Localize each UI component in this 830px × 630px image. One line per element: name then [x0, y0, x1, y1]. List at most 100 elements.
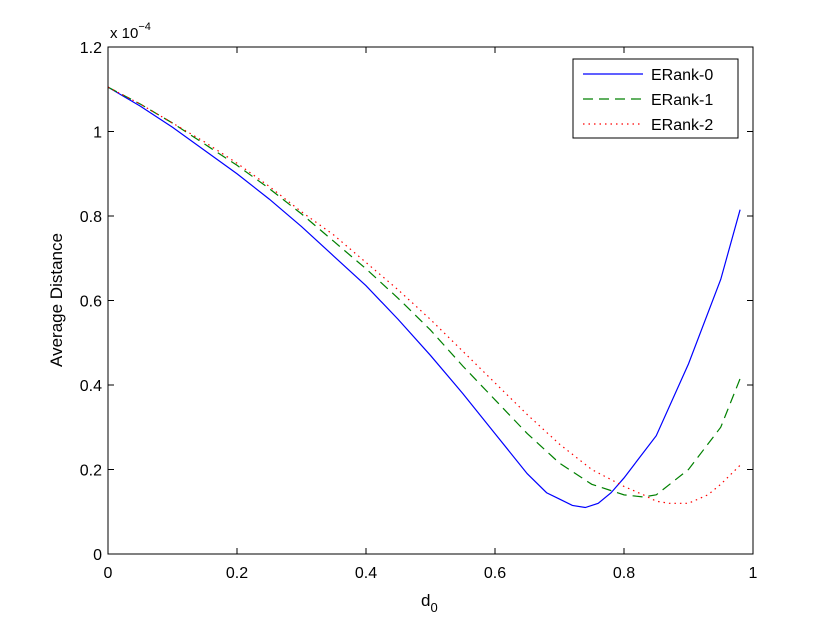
data-point	[611, 490, 612, 491]
x-tick-label: 0.8	[613, 565, 635, 582]
data-point	[688, 503, 689, 504]
data-point	[591, 469, 592, 470]
series-line-0	[107, 86, 741, 509]
data-point	[707, 494, 708, 495]
data-point	[140, 103, 141, 104]
legend-label: ERank-2	[651, 117, 713, 134]
data-point	[546, 492, 547, 493]
data-point	[430, 319, 431, 320]
data-point	[430, 355, 431, 356]
data-point	[740, 209, 741, 210]
data-point	[398, 319, 399, 320]
x-axis-label: d0	[421, 591, 438, 615]
data-point	[669, 503, 670, 504]
y-tick-label: 0	[93, 547, 102, 564]
y-tick-label: 0.4	[80, 378, 102, 395]
data-point	[623, 486, 624, 487]
data-point	[598, 503, 599, 504]
data-point	[494, 433, 495, 434]
data-point	[430, 329, 431, 330]
data-point	[623, 494, 624, 495]
legend-entry-2: ERank-2	[583, 117, 713, 134]
series-line-2	[107, 86, 741, 504]
data-point	[365, 268, 366, 269]
y-tick-label: 0.6	[80, 294, 102, 311]
legend: ERank-0 ERank-1 ERank-2	[572, 58, 739, 139]
data-point	[236, 163, 237, 164]
data-point	[301, 226, 302, 227]
y-tick-label: 0.2	[80, 463, 102, 480]
legend-label: ERank-0	[651, 67, 713, 84]
data-point	[172, 127, 173, 128]
data-point	[494, 399, 495, 400]
data-point	[462, 365, 463, 366]
data-point	[740, 378, 741, 379]
y-axis-label: Average Distance	[47, 233, 66, 367]
data-point	[365, 285, 366, 286]
y-tick-label: 0.8	[80, 209, 102, 226]
data-point	[527, 433, 528, 434]
data-point	[720, 484, 721, 485]
data-point	[643, 494, 644, 495]
data-point	[527, 473, 528, 474]
data-point	[236, 165, 237, 166]
data-point	[398, 298, 399, 299]
data-point	[591, 484, 592, 485]
data-point	[204, 144, 205, 145]
data-point	[462, 393, 463, 394]
series-1	[107, 86, 741, 498]
data-point	[527, 414, 528, 415]
data-point	[656, 501, 657, 502]
data-point	[333, 256, 334, 257]
data-point	[585, 507, 586, 508]
data-point	[269, 186, 270, 187]
data-point	[333, 241, 334, 242]
data-point	[572, 505, 573, 506]
data-point	[269, 199, 270, 200]
data-point	[688, 469, 689, 470]
data-point	[688, 363, 689, 364]
data-point	[720, 279, 721, 280]
y-tick-label: 1	[93, 125, 102, 142]
x-tick-label: 0	[104, 565, 113, 582]
data-point	[494, 382, 495, 383]
x-tick-label: 0.4	[355, 565, 377, 582]
data-point	[720, 427, 721, 428]
data-point	[656, 435, 657, 436]
x-axis-label-subscript: 0	[430, 600, 437, 615]
data-point	[269, 188, 270, 189]
series-line-1	[107, 86, 741, 498]
data-point	[656, 494, 657, 495]
y-tick-label: 1.2	[80, 40, 102, 57]
data-point	[398, 289, 399, 290]
legend-label: ERank-1	[651, 92, 713, 109]
data-point	[623, 477, 624, 478]
data-point	[611, 492, 612, 493]
x-tick-label: 0.2	[226, 565, 248, 582]
data-point	[140, 106, 141, 107]
x-tick-label: 0.6	[484, 565, 506, 582]
data-point	[559, 498, 560, 499]
data-point	[301, 213, 302, 214]
data-point	[236, 173, 237, 174]
legend-entry-1: ERank-1	[583, 92, 713, 109]
data-point	[365, 262, 366, 263]
series-layer	[107, 86, 741, 509]
data-point	[559, 444, 560, 445]
data-point	[204, 150, 205, 151]
data-point	[172, 122, 173, 123]
data-point	[462, 351, 463, 352]
series-0	[107, 86, 741, 509]
data-point	[559, 463, 560, 464]
x-tick-label: 1	[749, 565, 758, 582]
legend-entry-0: ERank-0	[583, 67, 713, 84]
ticks-layer: 0 0.2 0.4 0.6 0.8 1 0 0.2 0.4 0.6 0.8 1 1.2	[80, 40, 758, 582]
y-axis-multiplier-exponent: −4	[138, 21, 151, 33]
data-point	[740, 465, 741, 466]
data-point	[643, 496, 644, 497]
y-axis-multiplier-base: x 10	[110, 25, 138, 42]
series-2	[107, 86, 741, 504]
data-point	[204, 141, 205, 142]
